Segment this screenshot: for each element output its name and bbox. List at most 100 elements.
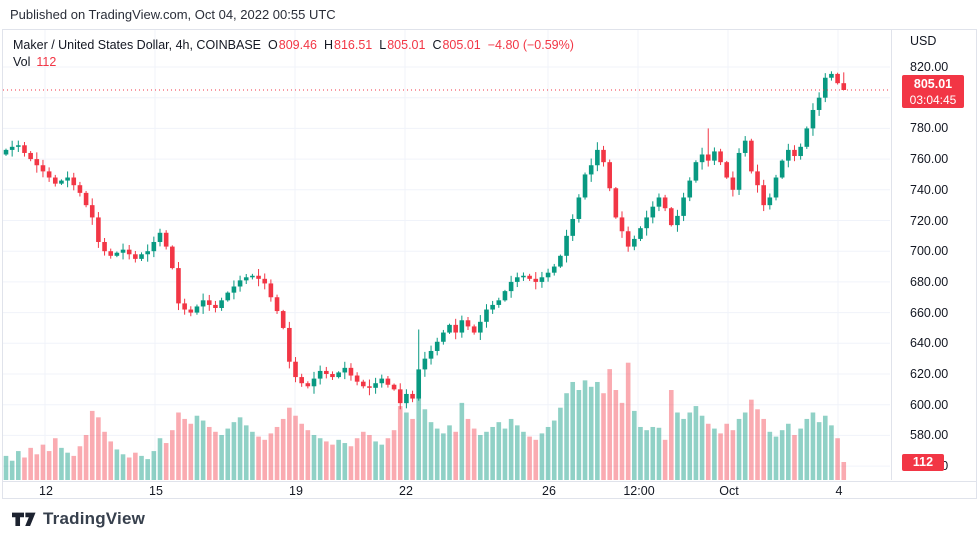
volume-bar — [268, 433, 274, 480]
volume-bar — [822, 415, 828, 480]
volume-bar — [145, 459, 150, 480]
volume-bar — [545, 426, 551, 480]
candle — [157, 232, 163, 242]
volume-bar — [718, 433, 723, 480]
volume-bar — [724, 423, 730, 480]
candle — [595, 149, 600, 166]
volume-bar — [835, 438, 840, 480]
candle — [527, 275, 532, 279]
candle — [52, 177, 58, 184]
candle — [293, 361, 298, 378]
volume-bar — [324, 441, 329, 480]
volume-bar — [176, 412, 181, 480]
volume-bar — [699, 415, 705, 480]
volume-bar — [619, 402, 625, 480]
volume-bar — [126, 457, 132, 480]
price-tick-label: 820.00 — [910, 60, 949, 74]
published-bar: Published on TradingView.com, Oct 04, 20… — [0, 0, 979, 28]
volume-bar — [576, 390, 582, 480]
volume-bar — [250, 431, 255, 480]
price-tick-label: 680.00 — [910, 274, 949, 289]
price-axis[interactable]: USD 820.00 780.00 760.00 740.00 720.00 700.00… — [891, 30, 977, 480]
volume-bar — [348, 446, 354, 480]
candle — [77, 185, 83, 193]
candle — [638, 228, 643, 239]
volume-bar — [730, 430, 736, 480]
candle — [404, 393, 409, 404]
volume-bar — [638, 426, 643, 480]
volume-bar — [632, 410, 637, 480]
time-tick-label: 12:00 — [623, 484, 655, 498]
candle — [96, 217, 101, 242]
volume-bar — [533, 439, 539, 480]
candlestick-chart[interactable] — [3, 30, 890, 480]
time-axis[interactable]: 12 15 19 22 26 12:00 Oct 4 — [3, 481, 976, 498]
candle — [478, 321, 483, 333]
volume-bar — [742, 412, 748, 480]
candle — [632, 238, 637, 247]
candle — [539, 277, 545, 282]
price-tick-label: 720.00 — [910, 213, 949, 228]
volume-bar — [816, 422, 822, 480]
candle — [200, 300, 206, 307]
candle — [40, 165, 46, 172]
volume-bar — [410, 418, 415, 480]
volume-bar — [792, 435, 797, 480]
candle — [231, 286, 237, 293]
volume-bar — [539, 433, 545, 480]
candle — [773, 177, 779, 198]
candle — [551, 266, 557, 273]
candle — [792, 149, 797, 157]
volume-bar — [114, 449, 120, 480]
candle — [360, 381, 366, 387]
volume-bar — [336, 439, 341, 480]
candle — [324, 370, 329, 374]
volume-bar — [262, 439, 268, 480]
candle — [367, 386, 372, 388]
published-text: Published on TradingView.com, Oct 04, 20… — [10, 6, 336, 22]
volume-bar — [779, 430, 785, 480]
tradingview-logo-text[interactable]: TradingView — [43, 509, 146, 528]
volume-bar — [34, 454, 40, 480]
ohlc-close: C 805.01 — [432, 37, 481, 52]
volume-bar — [385, 438, 391, 480]
volume-bar — [675, 412, 680, 480]
candle — [619, 217, 625, 232]
candle — [342, 367, 348, 373]
candle — [348, 367, 354, 376]
symbol-title[interactable]: Maker / United States Dollar, 4h, COINBA… — [13, 37, 262, 52]
ohlc-open-value: 809.46 — [278, 37, 317, 52]
volume-bar — [40, 444, 46, 480]
candle — [385, 378, 391, 385]
price-tick-label: 780.00 — [910, 121, 949, 136]
candle — [336, 372, 341, 378]
tradingview-logo-icon[interactable] — [12, 511, 36, 528]
candle — [650, 206, 656, 218]
candle — [194, 306, 200, 313]
volume-bar — [582, 380, 588, 480]
candle — [59, 180, 64, 184]
candle — [607, 162, 612, 189]
candle — [170, 246, 175, 269]
candle — [28, 152, 33, 160]
volume-bar — [798, 428, 803, 480]
volume-bar — [206, 426, 212, 480]
candle — [570, 218, 576, 236]
candle — [139, 254, 144, 259]
volume-bar — [644, 430, 649, 480]
volume-bar — [231, 422, 237, 480]
candle — [416, 369, 422, 399]
volume-bar — [773, 436, 779, 480]
candle — [496, 300, 502, 305]
volume-bar — [829, 425, 834, 480]
volume-bar — [416, 396, 422, 480]
candle — [16, 145, 21, 147]
volume-bar — [681, 418, 686, 480]
volume-bar — [65, 452, 70, 480]
volume-bar — [96, 417, 101, 480]
candles — [3, 71, 847, 410]
volume-bar — [256, 436, 261, 480]
volume-bar — [330, 444, 335, 480]
volume-bar — [705, 423, 711, 480]
ohlc-low: L 805.01 — [379, 37, 426, 52]
